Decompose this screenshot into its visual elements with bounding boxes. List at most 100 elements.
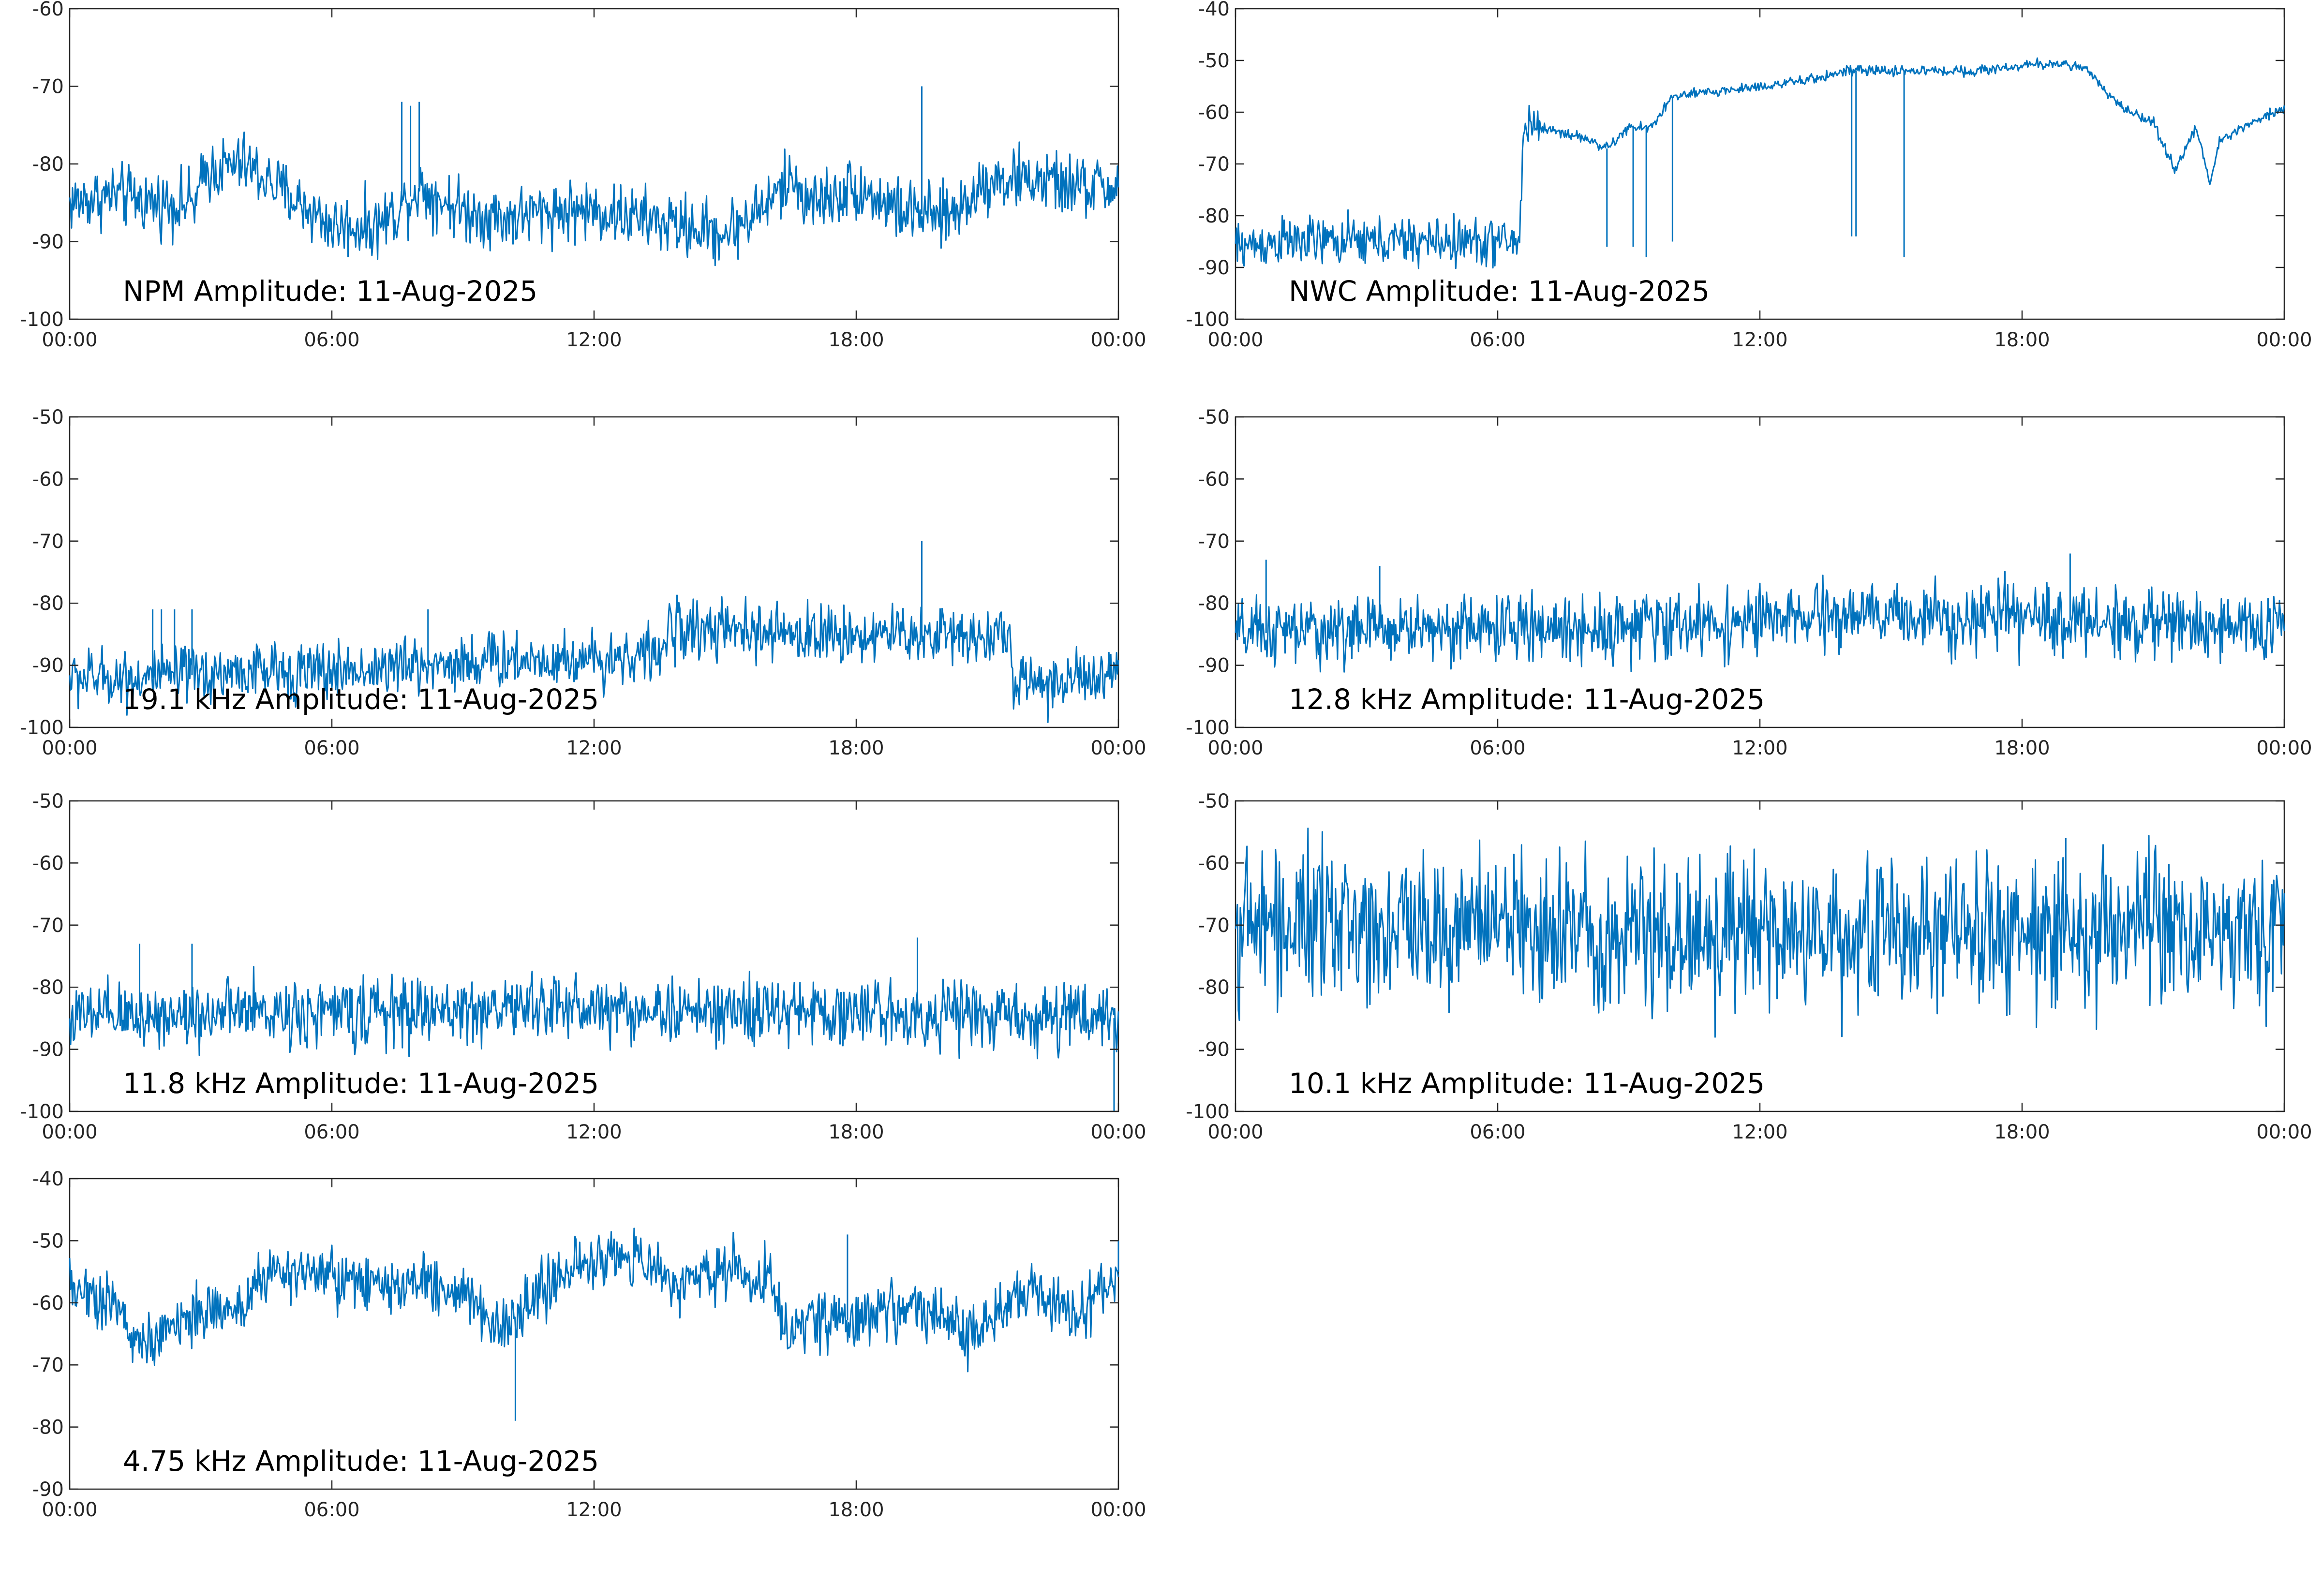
x-tick-label: 06:00 (1470, 1121, 1525, 1143)
y-tick-label: -90 (1198, 257, 1230, 279)
y-tick-label: -80 (1198, 205, 1230, 227)
plot-area (1235, 8, 2285, 320)
x-tick-label: 00:00 (1207, 1121, 1263, 1143)
y-tick-label: -50 (1198, 50, 1230, 72)
x-tick-label: 00:00 (42, 1121, 97, 1143)
y-tick-label: -60 (32, 0, 64, 20)
y-tick-label: -70 (1198, 915, 1230, 937)
y-tick-label: -100 (20, 309, 64, 331)
plot-area (69, 1178, 1119, 1490)
y-tick-label: -80 (1198, 976, 1230, 999)
y-tick-label: -100 (20, 1101, 64, 1123)
x-tick-label: 00:00 (2256, 1121, 2312, 1143)
x-tick-label: 06:00 (1470, 329, 1525, 351)
amplitude-trace (69, 131, 1119, 266)
x-tick-label: 18:00 (828, 737, 884, 759)
y-tick-label: -70 (32, 915, 64, 937)
y-tick-label: -50 (1198, 790, 1230, 813)
x-tick-label: 00:00 (1090, 1121, 1146, 1143)
y-tick-label: -60 (32, 468, 64, 490)
y-tick-label: -50 (1198, 406, 1230, 429)
y-tick-label: -80 (32, 976, 64, 999)
x-tick-label: 00:00 (42, 1499, 97, 1521)
x-tick-label: 12:00 (1732, 737, 1787, 759)
x-tick-label: 12:00 (1732, 329, 1787, 351)
y-tick-label: -60 (1198, 468, 1230, 490)
x-tick-label: 00:00 (1090, 737, 1146, 759)
amplitude-trace (1235, 571, 2285, 673)
y-tick-label: -90 (32, 655, 64, 677)
x-tick-label: 00:00 (2256, 329, 2312, 351)
x-tick-label: 18:00 (828, 1121, 884, 1143)
x-tick-label: 00:00 (42, 329, 97, 351)
x-tick-label: 06:00 (304, 1121, 359, 1143)
y-tick-label: -90 (32, 1478, 64, 1501)
panel-title: 10.1 kHz Amplitude: 11-Aug-2025 (1289, 1067, 1765, 1100)
y-tick-label: -80 (1198, 592, 1230, 615)
plot-area (69, 800, 1119, 1112)
y-tick-label: -70 (32, 531, 64, 553)
x-tick-label: 00:00 (2256, 737, 2312, 759)
panel-title: NPM Amplitude: 11-Aug-2025 (123, 275, 537, 308)
panel-title: 4.75 kHz Amplitude: 11-Aug-2025 (123, 1445, 599, 1478)
y-tick-label: -80 (32, 1417, 64, 1439)
y-tick-label: -60 (32, 1292, 64, 1315)
y-tick-label: -100 (1186, 309, 1230, 331)
y-tick-label: -70 (32, 76, 64, 98)
amplitude-trace (69, 1227, 1119, 1373)
y-tick-label: -80 (32, 153, 64, 176)
x-tick-label: 12:00 (1732, 1121, 1787, 1143)
x-tick-label: 00:00 (1090, 329, 1146, 351)
amplitude-trace (1235, 828, 2285, 1038)
plot-area (1235, 416, 2285, 728)
x-tick-label: 18:00 (828, 329, 884, 351)
x-tick-label: 00:00 (1207, 329, 1263, 351)
y-tick-label: -70 (1198, 153, 1230, 176)
y-tick-label: -60 (1198, 102, 1230, 124)
y-tick-label: -100 (1186, 717, 1230, 739)
y-tick-label: -90 (32, 1039, 64, 1061)
x-tick-label: 12:00 (566, 1121, 622, 1143)
y-tick-label: -60 (32, 852, 64, 874)
panel-title: 19.1 kHz Amplitude: 11-Aug-2025 (123, 683, 599, 716)
y-tick-label: -50 (32, 1230, 64, 1252)
x-tick-label: 00:00 (1207, 737, 1263, 759)
amplitude-trace (69, 594, 1119, 723)
y-tick-label: -100 (20, 717, 64, 739)
y-tick-label: -40 (1198, 0, 1230, 20)
y-tick-label: -80 (32, 592, 64, 615)
x-tick-label: 18:00 (1994, 329, 2050, 351)
y-tick-label: -50 (32, 406, 64, 429)
y-tick-label: -50 (32, 790, 64, 813)
x-tick-label: 18:00 (828, 1499, 884, 1521)
y-tick-label: -100 (1186, 1101, 1230, 1123)
y-tick-label: -90 (1198, 1039, 1230, 1061)
x-tick-label: 12:00 (566, 737, 622, 759)
x-tick-label: 06:00 (304, 1499, 359, 1521)
x-tick-label: 00:00 (1090, 1499, 1146, 1521)
x-tick-label: 18:00 (1994, 737, 2050, 759)
x-tick-label: 12:00 (566, 329, 622, 351)
amplitude-trace (1235, 57, 2285, 269)
x-tick-label: 18:00 (1994, 1121, 2050, 1143)
panel-title: 11.8 kHz Amplitude: 11-Aug-2025 (123, 1067, 599, 1100)
y-tick-label: -70 (32, 1354, 64, 1376)
x-tick-label: 06:00 (304, 737, 359, 759)
y-tick-label: -90 (1198, 655, 1230, 677)
y-tick-label: -70 (1198, 531, 1230, 553)
y-tick-label: -60 (1198, 852, 1230, 874)
panel-title: NWC Amplitude: 11-Aug-2025 (1289, 275, 1710, 308)
amplitude-trace (69, 966, 1119, 1060)
x-tick-label: 12:00 (566, 1499, 622, 1521)
y-tick-label: -40 (32, 1168, 64, 1190)
panel-title: 12.8 kHz Amplitude: 11-Aug-2025 (1289, 683, 1765, 716)
x-tick-label: 00:00 (42, 737, 97, 759)
x-tick-label: 06:00 (1470, 737, 1525, 759)
